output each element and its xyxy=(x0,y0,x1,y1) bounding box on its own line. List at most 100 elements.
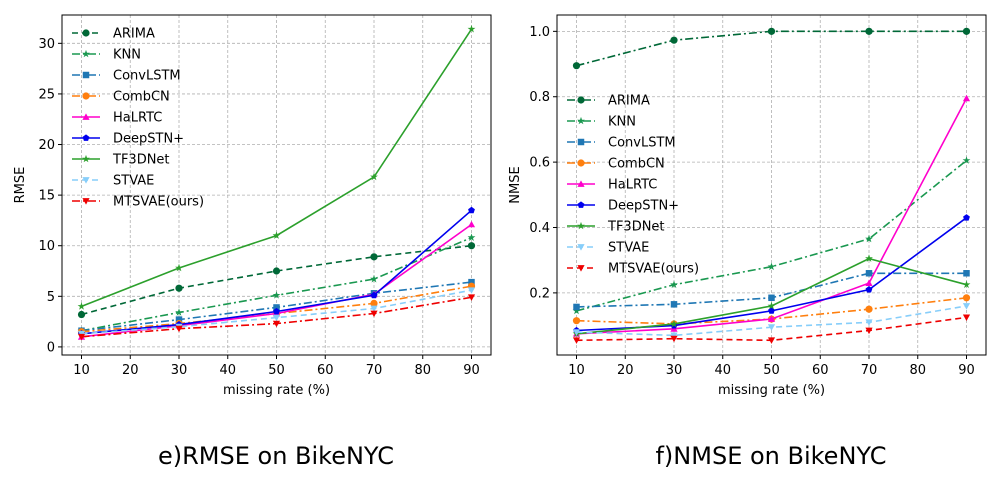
data-point-tf3dnet xyxy=(467,25,476,33)
legend: ARIMA KNN ConvLSTM CombCN HaLRTC DeepSTN+ TF3D… xyxy=(72,27,204,210)
caption-right: f)NMSE on BikeNYC xyxy=(655,442,886,470)
data-point-combcn xyxy=(370,299,378,307)
legend-label-tf3dnet: TF3DNet xyxy=(112,153,170,168)
data-point-knn xyxy=(670,280,678,289)
legend-label-deepstn: DeepSTN+ xyxy=(608,199,679,214)
y-tick-label: 0.2 xyxy=(529,286,550,301)
data-point-stvae xyxy=(962,303,971,310)
series-arima xyxy=(77,242,476,319)
series-stvae xyxy=(572,303,971,339)
y-tick-label: 1.0 xyxy=(529,25,550,40)
x-tick-label: 70 xyxy=(861,363,878,378)
x-tick-label: 20 xyxy=(122,363,139,378)
x-tick-label: 20 xyxy=(617,363,634,378)
data-point-knn xyxy=(962,156,971,164)
x-tick-label: 60 xyxy=(317,363,334,378)
legend-label-knn: KNN xyxy=(608,115,636,130)
data-point-stvae xyxy=(272,314,281,322)
data-point-knn xyxy=(467,233,476,241)
x-tick-label: 40 xyxy=(714,363,731,378)
legend-label-stvae: STVAE xyxy=(608,241,649,256)
y-tick-label: 0.8 xyxy=(529,90,550,105)
y-tick-label: 20 xyxy=(38,138,55,153)
legend-marker-tf3dnet xyxy=(82,154,90,163)
data-point-mtsvae-ours xyxy=(670,335,678,343)
data-point-knn xyxy=(175,308,183,316)
legend-label-halrtc: HaLRTC xyxy=(113,111,162,126)
legend-marker-combcn xyxy=(82,92,90,100)
plot-frame xyxy=(61,14,492,356)
data-point-convlstm xyxy=(573,303,580,311)
series-tf3dnet xyxy=(77,25,476,310)
legend-label-convlstm: ConvLSTM xyxy=(113,69,181,84)
legend-marker-arima xyxy=(82,29,90,37)
data-point-deepstn xyxy=(370,291,378,299)
x-tick-label: 10 xyxy=(73,363,90,378)
chart-panel-1: 10 20 30 40 50 60 70 80 90 0 5 10 15 20 25 30 missing ra… xyxy=(13,14,492,398)
data-point-stvae xyxy=(670,332,678,339)
data-point-deepstn xyxy=(273,307,280,315)
legend-marker-convlstm xyxy=(577,138,585,146)
data-point-mtsvae-ours xyxy=(962,314,971,321)
x-tick-label: 70 xyxy=(366,363,383,378)
data-point-mtsvae-ours xyxy=(572,337,581,344)
x-tick-label: 80 xyxy=(414,363,431,378)
data-point-knn xyxy=(370,275,378,283)
data-point-deepstn xyxy=(768,307,775,314)
data-point-knn xyxy=(865,234,873,243)
legend-marker-tf3dnet xyxy=(577,221,585,230)
data-point-arima xyxy=(767,27,776,35)
data-point-arima xyxy=(77,310,86,319)
x-tick-label: 90 xyxy=(958,363,975,378)
legend-marker-arima xyxy=(577,96,585,104)
legend-label-tf3dnet: TF3DNet xyxy=(607,220,665,235)
data-point-stvae xyxy=(572,329,581,336)
data-point-halrtc xyxy=(962,94,971,102)
x-tick-label: 80 xyxy=(909,363,926,378)
plot-frame xyxy=(556,14,987,356)
legend-label-mtsvae-ours: MTSVAE(ours) xyxy=(608,262,699,277)
legend-label-arima: ARIMA xyxy=(608,94,650,109)
data-point-arima xyxy=(865,27,873,35)
legend-label-halrtc: HaLRTC xyxy=(608,178,657,193)
legend-marker-stvae xyxy=(82,177,90,184)
y-tick-label: 10 xyxy=(38,239,55,254)
data-point-combcn xyxy=(572,317,581,325)
legend-marker-convlstm xyxy=(82,71,90,79)
data-point-convlstm xyxy=(175,316,183,323)
x-tick-label: 90 xyxy=(463,363,480,378)
series-mtsvae-ours xyxy=(572,314,971,344)
legend-marker-knn xyxy=(82,49,90,58)
data-point-arima xyxy=(175,284,183,292)
data-point-mtsvae-ours xyxy=(370,310,378,318)
legend: ARIMA KNN ConvLSTM CombCN HaLRTC DeepSTN+ TF3D… xyxy=(567,94,699,277)
x-tick-label: 30 xyxy=(171,363,188,378)
data-point-knn xyxy=(272,291,281,299)
series-line-knn xyxy=(576,159,968,312)
legend-label-arima: ARIMA xyxy=(113,27,155,42)
data-point-stvae xyxy=(467,287,476,294)
data-point-tf3dnet xyxy=(272,231,281,239)
data-point-convlstm xyxy=(273,304,280,311)
data-point-mtsvae-ours xyxy=(175,325,183,333)
x-tick-label: 10 xyxy=(568,363,585,378)
data-point-arima xyxy=(370,253,378,261)
data-point-mtsvae-ours xyxy=(77,333,86,341)
series-knn xyxy=(572,156,971,315)
data-point-arima xyxy=(272,267,281,275)
data-point-convlstm xyxy=(670,301,678,308)
series-convlstm xyxy=(573,270,970,311)
data-point-knn xyxy=(572,306,581,315)
y-tick-label: 15 xyxy=(38,189,55,204)
y-tick-label: 5 xyxy=(47,290,55,305)
legend-marker-halrtc xyxy=(82,113,90,120)
data-point-deepstn xyxy=(468,206,475,214)
x-tick-label: 50 xyxy=(268,363,285,378)
y-axis-label: NMSE xyxy=(508,166,523,203)
data-point-combcn xyxy=(962,294,971,302)
legend-label-knn: KNN xyxy=(113,48,141,63)
data-point-knn xyxy=(767,262,776,271)
legend-marker-mtsvae-ours xyxy=(577,265,585,272)
data-point-convlstm xyxy=(468,278,475,286)
